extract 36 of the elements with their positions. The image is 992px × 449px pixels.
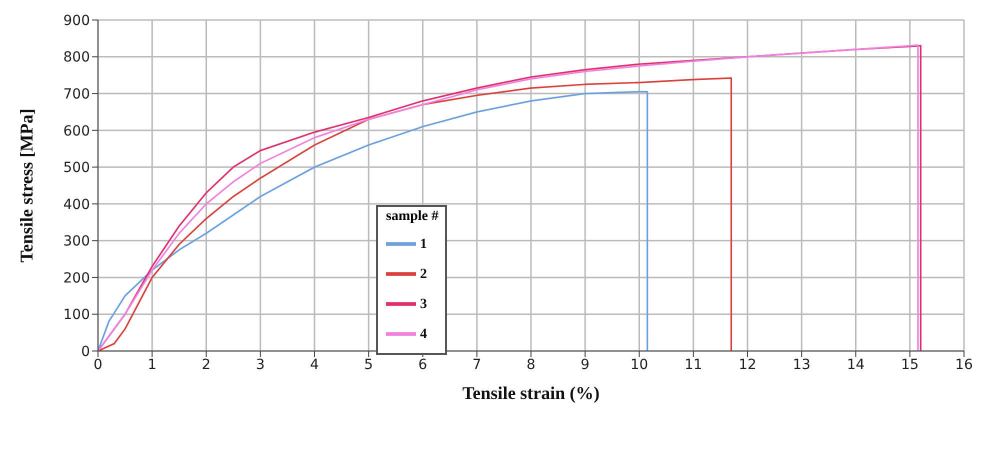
y-tick-label: 200: [63, 270, 90, 286]
x-tick-label: 12: [738, 356, 756, 373]
x-tick-label: 2: [202, 356, 211, 373]
y-tick-label: 600: [63, 123, 90, 140]
y-tick-label: 0: [81, 344, 90, 360]
x-tick-label: 14: [846, 356, 865, 373]
y-tick-label: 400: [63, 196, 90, 213]
x-tick-label: 4: [310, 356, 320, 373]
x-tick-label: 0: [94, 356, 102, 373]
x-tick-label: 6: [418, 356, 428, 373]
legend-label: 3: [420, 296, 427, 312]
x-tick-label: 16: [955, 356, 973, 373]
x-tick-label: 8: [526, 356, 536, 373]
legend-label: 4: [420, 326, 427, 342]
y-tick-label: 700: [63, 86, 90, 103]
x-tick-label: 5: [364, 356, 374, 373]
x-axis-title: Tensile strain (%): [462, 383, 600, 403]
legend-label: 2: [420, 266, 427, 282]
y-tick-label: 500: [63, 160, 90, 176]
legend-label: 1: [420, 236, 427, 252]
x-tick-label: 13: [792, 356, 811, 373]
x-tick-label: 15: [900, 356, 919, 373]
line-series: [98, 77, 732, 351]
x-tick-label: 7: [472, 356, 482, 373]
x-tick-label: 3: [256, 356, 265, 373]
line-series: [98, 90, 648, 351]
x-tick-label: 10: [630, 356, 648, 373]
y-tick-label: 800: [63, 50, 90, 66]
y-tick-label: 100: [63, 307, 90, 324]
legend-title: sample #: [386, 209, 438, 225]
y-tick-label: 300: [63, 234, 90, 250]
x-tick-label: 11: [684, 356, 702, 373]
y-axis-title: Tensile stress [MPa]: [16, 108, 36, 262]
x-tick-label: 9: [580, 356, 590, 373]
y-tick-label: 900: [63, 12, 90, 29]
x-tick-label: 1: [148, 356, 157, 373]
